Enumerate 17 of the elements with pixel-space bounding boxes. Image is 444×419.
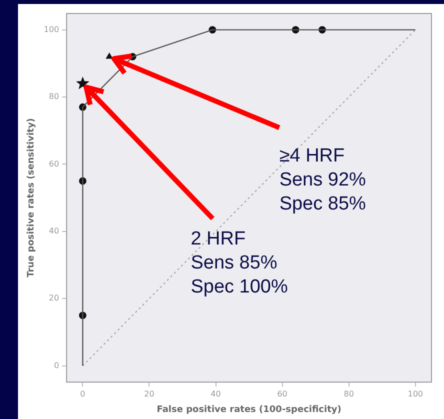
y-tick-label: 20 (48, 294, 60, 303)
x-axis-title: False positive rates (100-specificity) (156, 404, 342, 415)
y-axis-title: True positive rates (sensitivity) (26, 118, 37, 278)
x-tick-label: 60 (277, 389, 288, 398)
y-tick-label: 40 (48, 226, 60, 236)
y-tick-label: 100 (44, 24, 60, 34)
x-tick-label: 100 (408, 389, 424, 398)
x-tick-label: 40 (210, 389, 221, 398)
x-tick-label: 0 (80, 389, 86, 398)
y-tick-label: 0 (54, 360, 60, 370)
annotation: ≥4 HRF Sens 92% Spec 85% (279, 145, 366, 214)
x-tick-label: 20 (144, 389, 154, 398)
y-tick-label: 60 (48, 159, 60, 168)
annotation: 2 HRF Sens 85% Spec 100% (190, 228, 288, 298)
point (106, 52, 113, 59)
y-tick-label: 80 (48, 92, 60, 102)
x-tick-label: 80 (344, 389, 354, 398)
